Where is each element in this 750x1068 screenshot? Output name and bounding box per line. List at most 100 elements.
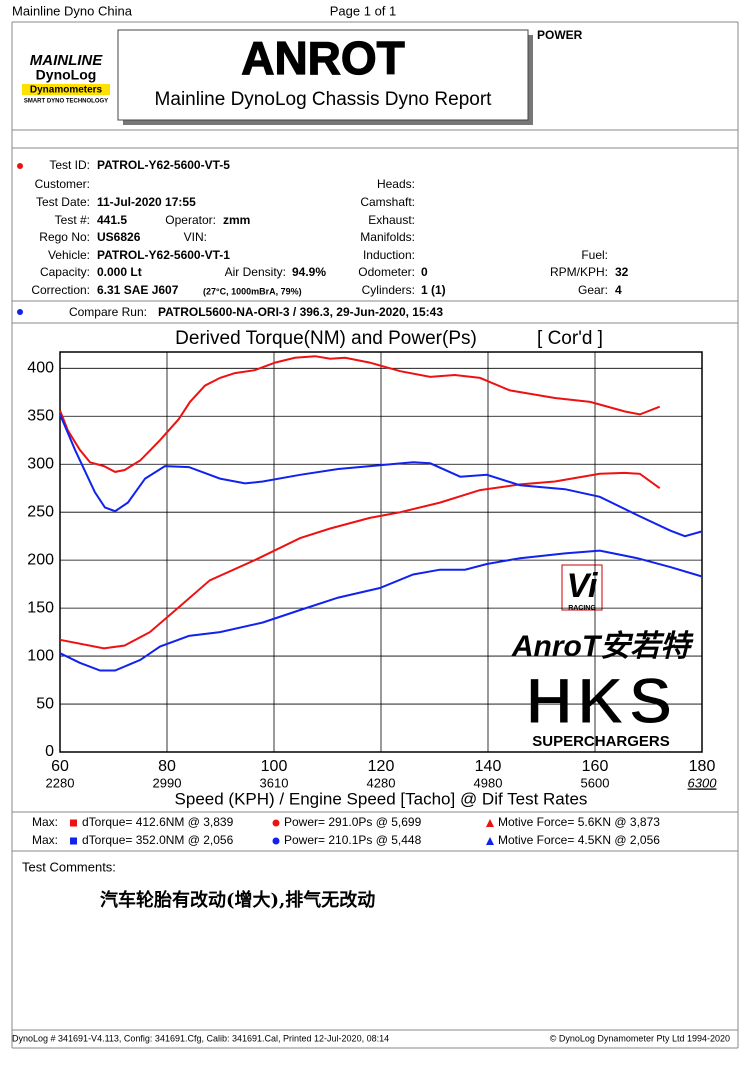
legend-entry: dTorque= 412.6NM @ 3,839 (82, 815, 234, 829)
field-value: 32 (615, 265, 629, 279)
rpm-label: 2990 (153, 775, 182, 790)
rpm-label: 2280 (46, 775, 75, 790)
x-tick-label: 120 (368, 758, 395, 775)
legend-entry: Power= 210.1Ps @ 5,448 (284, 833, 422, 847)
field-label: VIN: (184, 230, 207, 244)
watermark-brand: AnroT安若特 (511, 630, 694, 663)
header-page: Page 1 of 1 (330, 3, 397, 18)
y-tick-label: 100 (27, 647, 54, 664)
field-label: Test Date: (36, 195, 90, 209)
field-value: 11-Jul-2020 17:55 (97, 195, 196, 209)
y-tick-label: 350 (27, 407, 54, 424)
field-value: 1 (1) (421, 283, 446, 297)
legend-triangle (486, 819, 494, 827)
legend-entry: dTorque= 352.0NM @ 2,056 (82, 833, 234, 847)
rpm-label: 3610 (260, 775, 289, 790)
x-tick-label: 160 (582, 758, 609, 775)
rpm-label: 5600 (581, 775, 610, 790)
logo-line1: MAINLINE (30, 52, 103, 69)
max-label: Max: (32, 815, 58, 829)
rpm-label: 4280 (367, 775, 396, 790)
legend-square (70, 819, 77, 827)
plot-border (59, 351, 703, 753)
x-tick-label: 180 (689, 758, 716, 775)
field-value: 6.31 SAE J607 (97, 283, 179, 297)
rpm-label: 6300 (688, 775, 718, 790)
x-tick-label: 80 (158, 758, 176, 775)
compare-dot (17, 309, 23, 315)
compare-label: Compare Run: (69, 305, 147, 319)
watermark-superchargers: SUPERCHARGERS (532, 733, 670, 750)
field-label: RPM/KPH: (550, 265, 608, 279)
field-note: (27°C, 1000mBrA, 79%) (203, 286, 302, 296)
comments-label: Test Comments: (22, 859, 116, 874)
watermark-hks: HKS (525, 663, 676, 737)
field-label: Heads: (377, 177, 415, 191)
x-tick-label: 100 (261, 758, 288, 775)
field-value: 94.9% (292, 265, 326, 279)
field-value: zmm (223, 213, 250, 227)
field-value: 0 (421, 265, 428, 279)
test-dot (17, 163, 23, 169)
field-label: Correction: (31, 283, 90, 297)
title-box (117, 29, 529, 121)
footer-right: © DynoLog Dynamometer Pty Ltd 1994-2020 (550, 1033, 730, 1043)
field-value: US6826 (97, 230, 141, 244)
field-label: Induction: (363, 248, 415, 262)
field-value: PATROL-Y62-5600-VT-5 (97, 158, 230, 172)
compare-value: PATROL5600-NA-ORI-3 / 396.3, 29-Jun-2020… (158, 305, 443, 319)
logo-tagline: SMART DYNO TECHNOLOGY (24, 99, 108, 105)
x-tick-label: 60 (51, 758, 69, 775)
field-value: PATROL-Y62-5600-VT-1 (97, 248, 230, 262)
chart-title: Derived Torque(NM) and Power(Ps) (175, 328, 477, 349)
field-value: 4 (615, 283, 622, 297)
x-tick-label: 140 (475, 758, 502, 775)
field-label: Fuel: (581, 248, 608, 262)
field-label: Cylinders: (362, 283, 415, 297)
field-label: Rego No: (39, 230, 90, 244)
field-label: Test #: (55, 213, 90, 227)
series-line (59, 355, 661, 473)
logo-line3: Dynamometers (30, 85, 103, 96)
y-tick-label: 300 (27, 455, 54, 472)
series-line (59, 471, 661, 650)
motive-force: Motive Force= 5.6KN @ 3,873 (498, 815, 660, 829)
legend-square (70, 837, 77, 845)
field-label: Vehicle: (48, 248, 90, 262)
series-line (59, 414, 703, 538)
field-label: Capacity: (40, 265, 90, 279)
x-axis-label: Speed (KPH) / Engine Speed [Tacho] @ Dif… (175, 789, 588, 808)
field-label: Manifolds: (360, 230, 415, 244)
mode: POWER (537, 28, 583, 42)
header-left: Mainline Dyno China (12, 3, 133, 18)
field-label: Test ID: (49, 158, 90, 172)
logo-band (22, 84, 110, 95)
field-label: Camshaft: (360, 195, 415, 209)
y-tick-label: 150 (27, 599, 54, 616)
field-label: Operator: (165, 213, 216, 227)
series-line (59, 549, 703, 672)
chart-subtitle: [ Cor'd ] (537, 328, 603, 349)
rpm-label: 4980 (474, 775, 503, 790)
field-label: Exhaust: (368, 213, 415, 227)
legend-triangle (486, 837, 494, 845)
y-tick-label: 50 (36, 695, 54, 712)
field-label: Customer: (35, 177, 90, 191)
legend-entry: Power= 291.0Ps @ 5,699 (284, 815, 422, 829)
logo-line2: DynoLog (36, 67, 97, 83)
field-label: Air Density: (225, 265, 286, 279)
y-tick-label: 0 (45, 743, 54, 760)
field-value: 441.5 (97, 213, 127, 227)
report-subtitle: Mainline DynoLog Chassis Dyno Report (155, 89, 493, 110)
y-tick-label: 250 (27, 503, 54, 520)
y-tick-label: 400 (27, 360, 54, 377)
motive-force: Motive Force= 4.5KN @ 2,056 (498, 833, 660, 847)
field-value: 0.000 Lt (97, 265, 142, 279)
legend-dot (272, 837, 280, 845)
max-label: Max: (32, 833, 58, 847)
y-tick-label: 200 (27, 551, 54, 568)
field-label: Gear: (578, 283, 608, 297)
comments-text: 汽车轮胎有改动(增大),排气无改动 (100, 889, 375, 911)
